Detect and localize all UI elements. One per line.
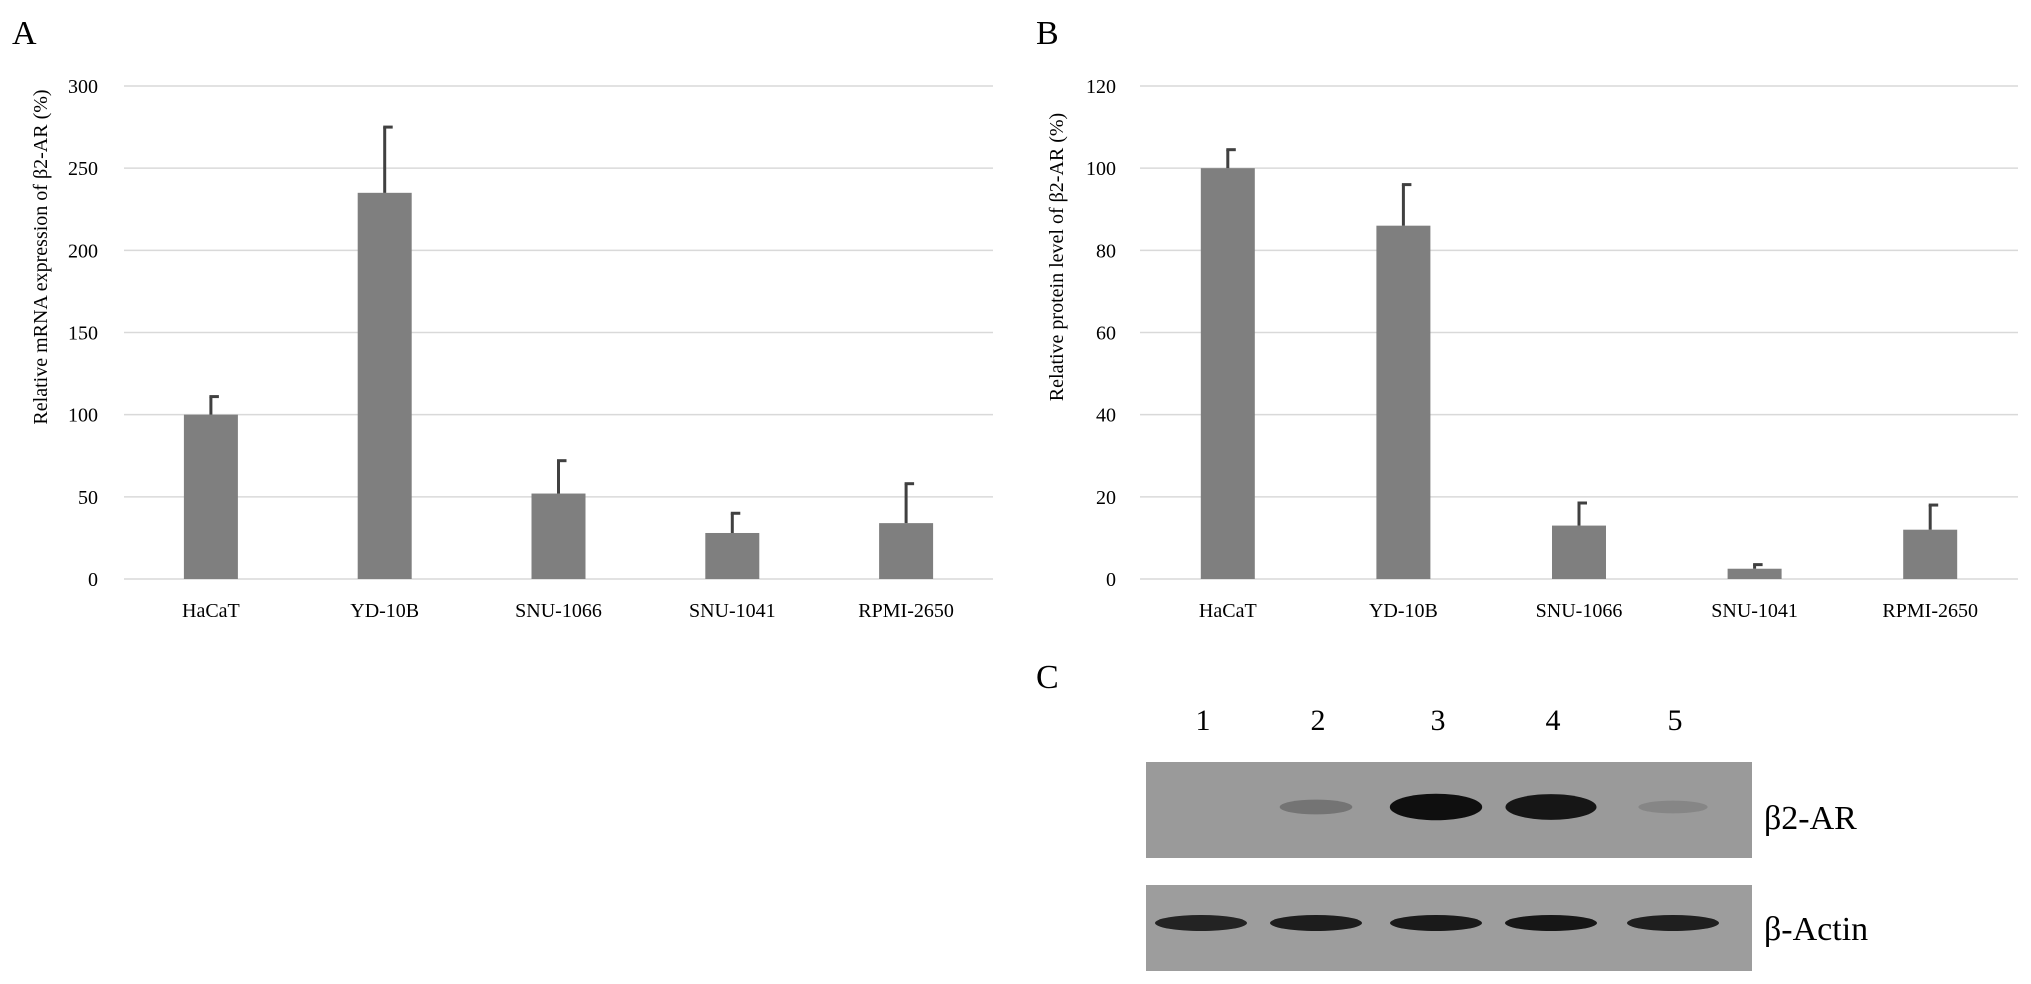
bar-a-yd-10b — [357, 192, 412, 580]
blot-band-beta2-ar-lane-2 — [1279, 799, 1353, 815]
lane-label-5: 5 — [1668, 704, 1683, 737]
western-blot: C 1 2 3 4 5 β2-AR β-Actin — [1036, 659, 1868, 971]
blot-band-beta-actin-lane-1 — [1155, 915, 1247, 931]
y-tick-label-b: 120 — [1086, 76, 1116, 98]
lane-label-2: 2 — [1311, 704, 1326, 737]
x-tick-label-b: RPMI-2650 — [1882, 600, 1978, 622]
x-tick-label-b: YD-10B — [1369, 600, 1438, 622]
lane-label-1: 1 — [1196, 704, 1211, 737]
y-tick-label-a: 250 — [68, 158, 98, 180]
y-tick-label-a: 300 — [68, 76, 98, 98]
blot-band-beta2-ar-lane-3 — [1389, 793, 1483, 821]
blot-label-beta-actin: β-Actin — [1764, 911, 1868, 948]
x-tick-label-a: YD-10B — [350, 600, 419, 622]
blot-band-beta2-ar-lane-4 — [1505, 794, 1597, 820]
blot-band-beta-actin-lane-4 — [1505, 915, 1597, 931]
y-tick-label-a: 50 — [78, 487, 98, 509]
x-tick-label-b: HaCaT — [1199, 600, 1257, 622]
bar-b-snu-1066 — [1552, 525, 1606, 579]
bar-a-rpmi-2650 — [879, 523, 934, 579]
lane-label-3: 3 — [1431, 704, 1446, 737]
y-tick-label-a: 100 — [68, 405, 98, 427]
y-axis-title-b: Relative protein level of β2-AR (%) — [1046, 113, 1068, 401]
bar-b-rpmi-2650 — [1903, 529, 1958, 579]
x-tick-label-a: SNU-1066 — [515, 600, 602, 622]
y-tick-label-a: 0 — [88, 569, 98, 591]
panel-letter-c: C — [1036, 659, 1059, 696]
y-tick-label-a: 150 — [68, 323, 98, 345]
x-tick-label-a: SNU-1041 — [689, 600, 776, 622]
y-tick-label-b: 20 — [1096, 487, 1116, 509]
x-tick-label-b: SNU-1041 — [1711, 600, 1798, 622]
bar-b-snu-1041 — [1727, 568, 1782, 579]
bar-b-hacat — [1200, 168, 1255, 579]
y-tick-label-a: 200 — [68, 240, 98, 262]
panel-letter-a: A — [12, 15, 37, 52]
x-tick-label-b: SNU-1066 — [1536, 600, 1623, 622]
bar-a-snu-1041 — [705, 532, 760, 579]
blot-band-beta2-ar-lane-5 — [1638, 800, 1708, 814]
x-tick-label-a: HaCaT — [182, 600, 240, 622]
y-tick-label-b: 100 — [1086, 158, 1116, 180]
y-tick-label-b: 40 — [1096, 405, 1116, 427]
x-tick-label-a: RPMI-2650 — [858, 600, 954, 622]
blot-band-beta-actin-lane-3 — [1390, 915, 1482, 931]
bar-b-yd-10b — [1376, 225, 1431, 579]
y-tick-label-b: 60 — [1096, 323, 1116, 345]
blot-band-beta-actin-lane-5 — [1627, 915, 1719, 931]
blot-band-beta-actin-lane-2 — [1270, 915, 1362, 931]
panel-letter-b: B — [1036, 15, 1059, 52]
y-tick-label-b: 80 — [1096, 240, 1116, 262]
chart-a: A 0 50 100 150 200 250 300 HaCaT YD-10B SNU-1066… — [12, 15, 993, 622]
blot-label-beta2-ar: β2-AR — [1764, 800, 1857, 837]
lane-label-4: 4 — [1546, 704, 1561, 737]
bar-a-hacat — [183, 414, 238, 579]
chart-b: B 0 20 40 60 80 100 120 HaCaT YD-10B SNU-1066 SNU… — [1036, 15, 2018, 622]
bar-a-snu-1066 — [531, 493, 586, 579]
y-axis-title-a: Relative mRNA expression of β2-AR (%) — [30, 89, 52, 424]
y-tick-label-b: 0 — [1106, 569, 1116, 591]
